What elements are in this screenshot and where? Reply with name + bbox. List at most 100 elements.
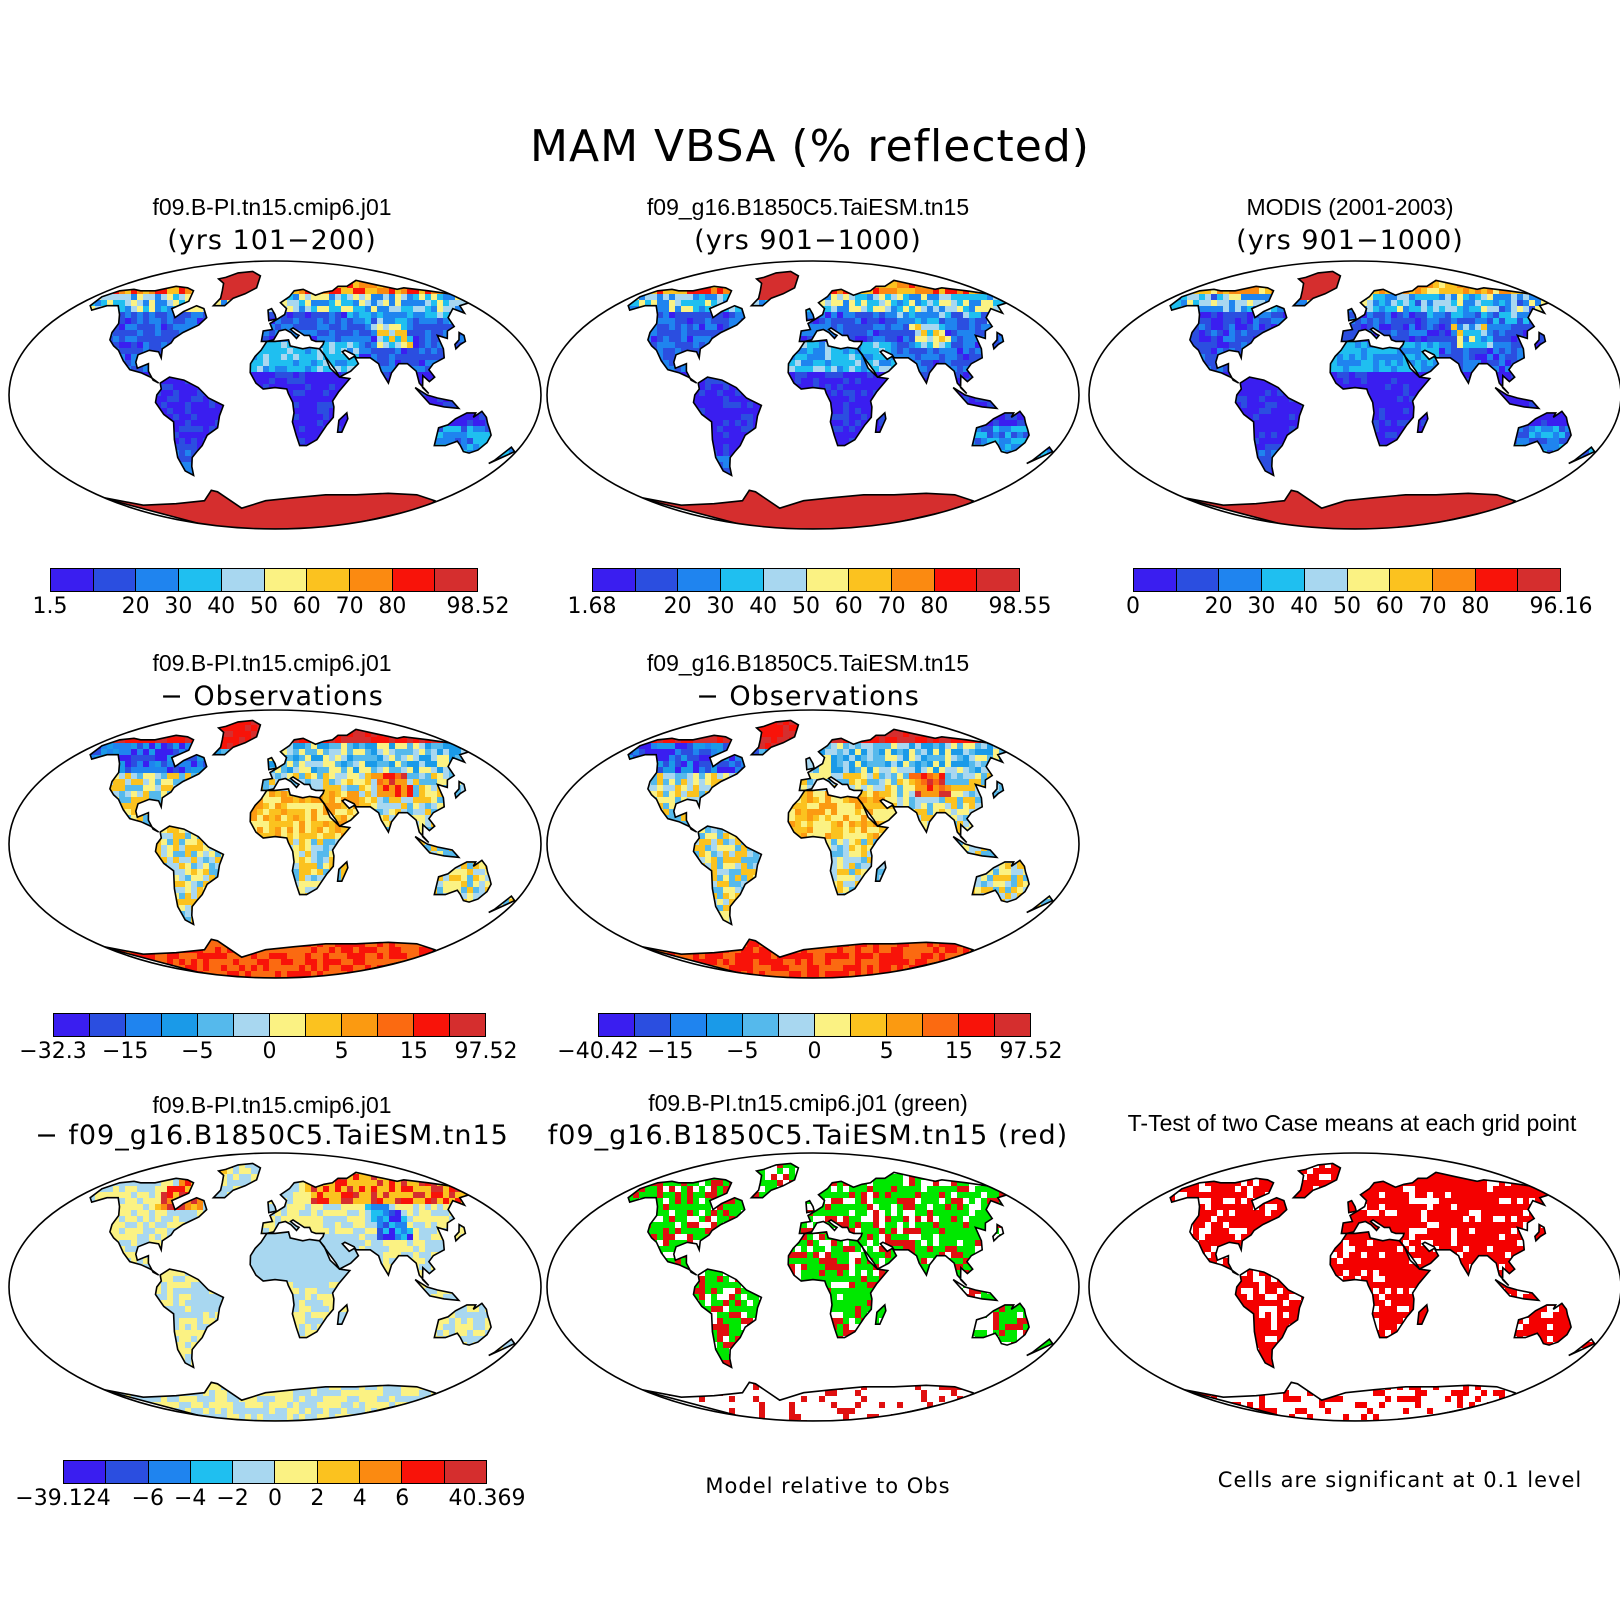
colorbar-tick-label: 0: [268, 1488, 282, 1510]
coastline-newzealand: [488, 1337, 516, 1357]
coastline-namerica: [1169, 1177, 1288, 1276]
colorbar-box: [360, 1461, 403, 1483]
colorbar-tick-label: 60: [835, 596, 863, 618]
colorbar-box: [106, 1461, 149, 1483]
colorbar-box: [678, 569, 722, 591]
colorbar-box: [378, 1014, 414, 1036]
case2-subtitle: (yrs 901−1000): [694, 227, 922, 254]
compare-subtitle: f09_g16.B1850C5.TaiESM.tn15 (red): [548, 1122, 1068, 1149]
coastline-greenland: [1291, 270, 1342, 307]
map-border: [546, 260, 1080, 530]
colorbar-box: [635, 569, 679, 591]
abs-map-svg: [8, 260, 542, 530]
coastline-eurasia: [260, 279, 472, 395]
abs-map-svg: [546, 260, 1080, 530]
coastline-australia: [971, 859, 1030, 903]
coastline-samerica: [1234, 1268, 1305, 1369]
colorbar-box: [995, 1014, 1030, 1036]
coastline-madagascar: [1416, 1303, 1429, 1325]
coastline-australia: [1513, 1302, 1572, 1346]
ttest-title: T-Test of two Case means at each grid po…: [1128, 1112, 1577, 1135]
coastline-madagascar: [874, 860, 887, 882]
compare-map-svg: [546, 1152, 1080, 1422]
colorbar-box: [599, 1014, 635, 1036]
coastline-samerica: [154, 376, 225, 477]
colorbar-box: [270, 1014, 306, 1036]
coastline-japan: [1534, 1223, 1547, 1243]
coastline-britain: [1347, 307, 1358, 322]
colorbar-tick-label: 0: [263, 1041, 277, 1063]
coastline-newzealand: [1568, 445, 1596, 465]
colorbar-box: [849, 569, 892, 591]
coastline-namerica: [627, 285, 746, 384]
colorbar-box: [851, 1014, 887, 1036]
coastline-japan: [454, 1223, 467, 1243]
coastline-eurasia: [798, 1171, 1010, 1287]
land-field: [90, 271, 515, 529]
colorbar-box: [190, 1461, 234, 1483]
colorbar-tick-label: 50: [250, 596, 278, 618]
colorbar-tick-label: 60: [293, 596, 321, 618]
coastline-newzealand: [1026, 445, 1054, 465]
colorbar-box: [887, 1014, 923, 1036]
coastline-japan: [454, 331, 467, 351]
coastline-britain: [267, 756, 278, 771]
coastline-britain: [267, 1199, 278, 1214]
colorbar-box: [959, 1014, 995, 1036]
coastline-madagascar: [336, 860, 349, 882]
land-field: [628, 1163, 1053, 1421]
map-border: [1088, 1152, 1620, 1422]
colorbar-box: [1219, 569, 1263, 591]
coastline-australia: [433, 1302, 492, 1346]
colorbar-box: [90, 1014, 126, 1036]
colorbar-tick-label: 80: [378, 596, 406, 618]
figure-title: MAM VBSA (% reflected): [530, 125, 1090, 169]
colorbar-box: [317, 1461, 361, 1483]
colorbar-box: [450, 1014, 485, 1036]
colorbar-tick-label: 0: [808, 1041, 822, 1063]
land-field: [90, 1163, 515, 1421]
colorbar-box: [1262, 569, 1305, 591]
colorbar-box: [635, 1014, 671, 1036]
coastline-australia: [433, 859, 492, 903]
colorbar-box: [763, 569, 807, 591]
colorbar-tick-label: 5: [335, 1041, 349, 1063]
colorbar-tick-label: 70: [336, 596, 364, 618]
colorbar-box: [1134, 569, 1177, 591]
colorbar-box: [54, 1014, 90, 1036]
colorbar-box: [306, 1014, 342, 1036]
colorbar-box: [743, 1014, 779, 1036]
coastline-namerica: [1169, 285, 1288, 384]
obs-colorbar-bar: [1133, 568, 1561, 592]
coastline-britain: [267, 307, 278, 322]
colorbar-box: [126, 1014, 162, 1036]
coastline-eurasia: [260, 728, 472, 844]
map-border: [546, 1152, 1080, 1422]
coastline-eurasia: [798, 279, 1010, 395]
colorbar-box: [414, 1014, 450, 1036]
colorbar-tick-label: 4: [353, 1488, 367, 1510]
colorbar-tick-label: −5: [181, 1041, 213, 1063]
case2-title: f09_g16.B1850C5.TaiESM.tn15: [647, 196, 969, 219]
colorbar-box: [392, 569, 436, 591]
coastline-africa: [249, 1231, 352, 1339]
coastline-greenland: [211, 719, 262, 756]
coastline-namerica: [89, 285, 208, 384]
coastline-japan: [454, 780, 467, 800]
coastline-britain: [805, 307, 816, 322]
colorbar-tick-label: −4: [174, 1488, 206, 1510]
diff1-map: [5, 707, 545, 981]
colorbar-box: [1475, 569, 1519, 591]
colorbar-tick-label: 20: [664, 596, 692, 618]
colorbar-box: [593, 569, 636, 591]
colorbar-tick-label: 98.55: [989, 596, 1052, 618]
colorbar-tick-label: 20: [122, 596, 150, 618]
colorbar-box: [162, 1014, 198, 1036]
colorbar-tick-label: −40.42: [557, 1041, 638, 1063]
coastline-greenland: [749, 270, 800, 307]
diff-map-svg: [546, 709, 1080, 979]
colorbar-box: [1347, 569, 1391, 591]
coastline-indonesia: [1494, 386, 1541, 410]
coastline-eurasia: [798, 728, 1010, 844]
